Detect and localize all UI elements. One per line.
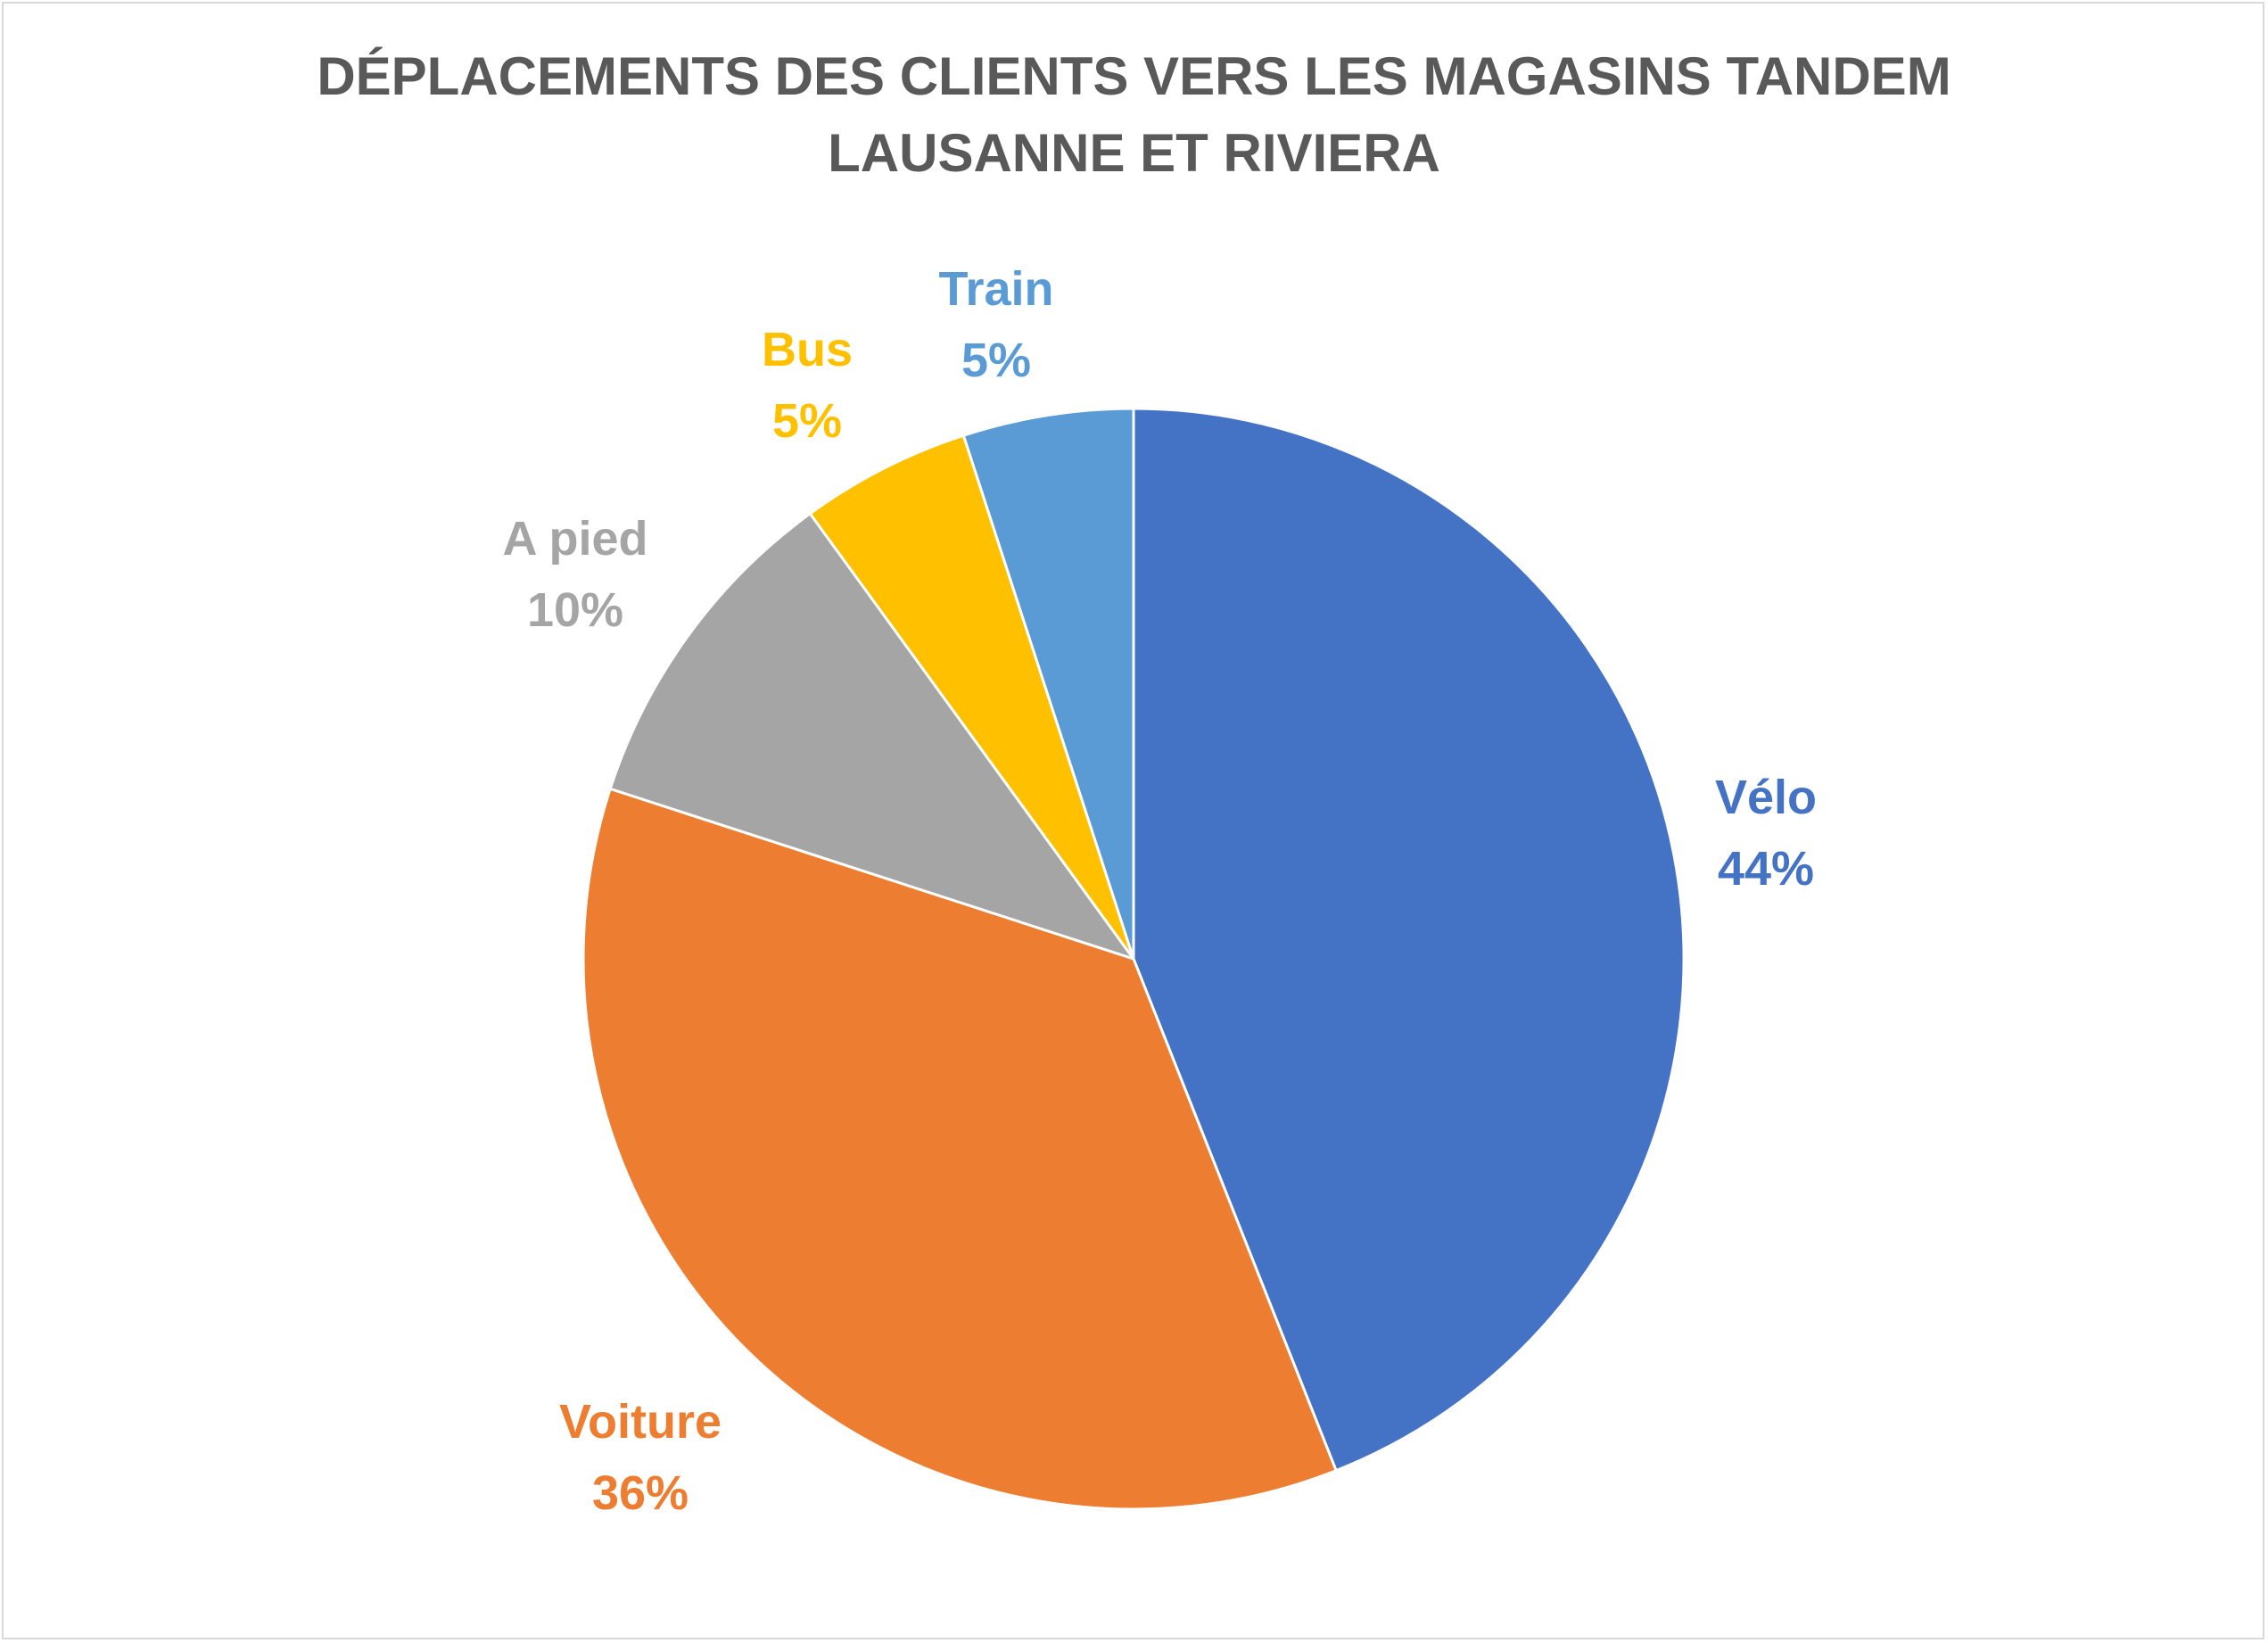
pie-slice-a-pied [608,512,1135,961]
chart-title-line-1: DÉPLACEMENTS DES CLIENTS VERS LES MAGASI… [317,46,1951,106]
data-label-value-a-pied: 10% [527,583,623,637]
data-label-category-bus: Bus [762,323,853,376]
data-label-category-velo: Vélo [1715,771,1817,824]
data-label-value-train: 5% [961,334,1031,387]
data-label-category-a-pied: A pied [502,512,647,566]
pie-slice-train [961,407,1135,961]
data-label-value-bus: 5% [772,394,842,448]
data-label-category-voiture: Voiture [559,1395,722,1449]
pie-slice-voiture [581,787,1338,1511]
data-label-category-train: Train [938,262,1053,316]
data-label-value-voiture: 36% [592,1466,689,1520]
data-label-value-velo: 44% [1718,842,1814,896]
chart-title-line-2: LAUSANNE ET RIVIERA [828,123,1440,183]
pie-slice-bus [808,433,1135,961]
pie-slice-velo [1132,407,1686,1473]
